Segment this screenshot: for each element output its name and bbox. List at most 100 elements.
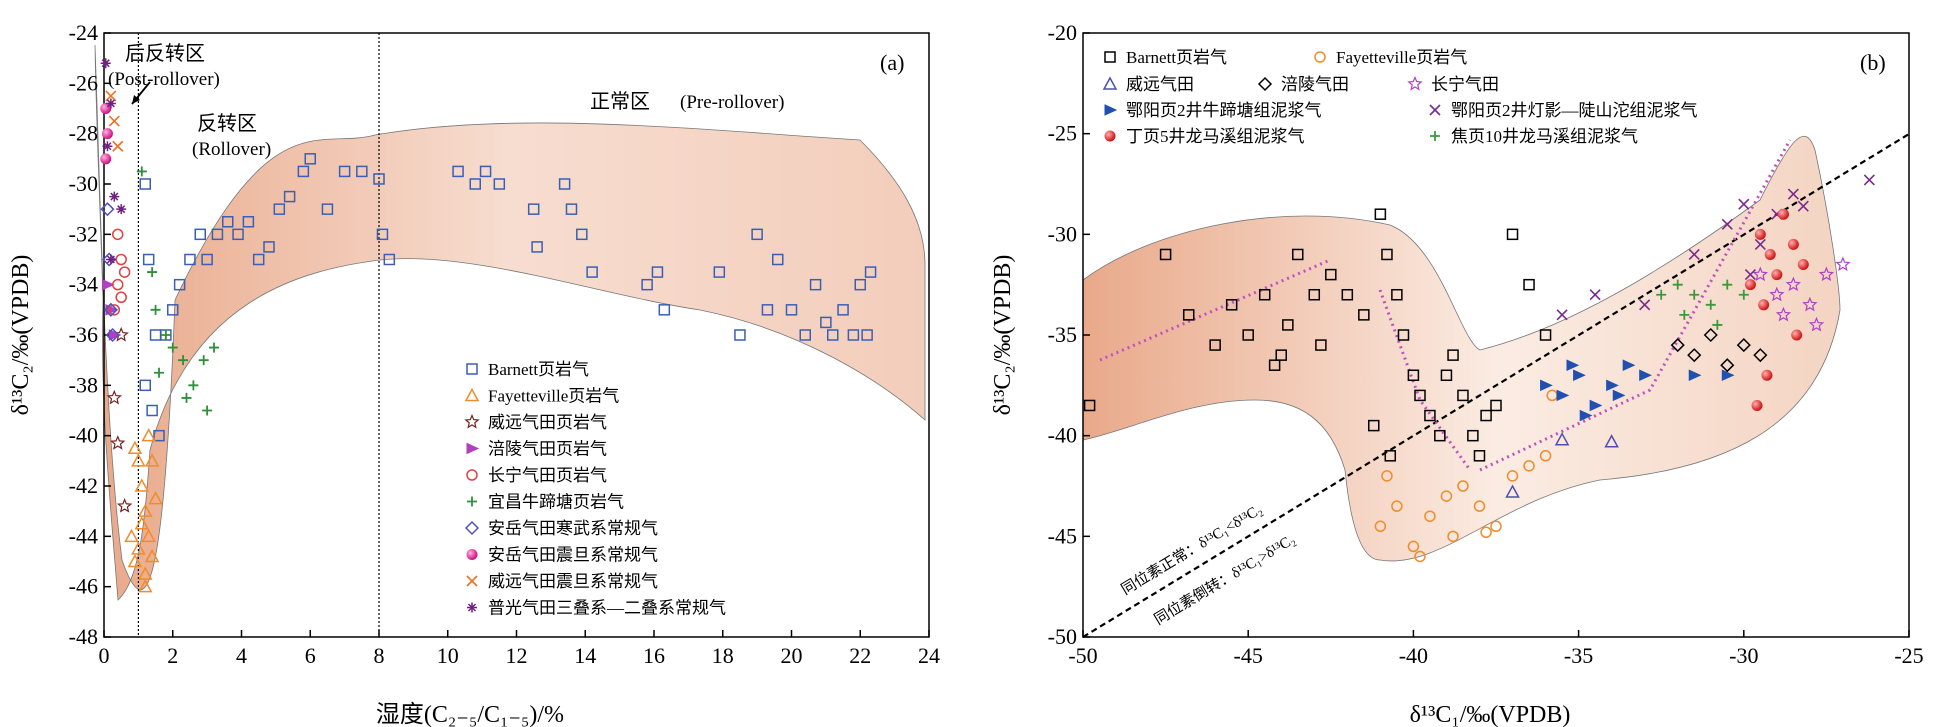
data-point (108, 115, 120, 127)
data-point (847, 329, 860, 341)
data-point (321, 203, 334, 215)
data-point (713, 266, 726, 278)
data-point (108, 329, 122, 341)
data-point (751, 228, 763, 241)
panel-b-trend-3 (1479, 139, 1792, 472)
y-tick-label: -25 (1048, 121, 1077, 146)
data-point (1523, 278, 1535, 291)
data-point (1703, 327, 1718, 343)
data-point (1787, 238, 1799, 250)
data-point (1490, 399, 1502, 412)
data-point (734, 329, 746, 341)
data-point (112, 278, 124, 291)
data-point (105, 98, 116, 109)
data-point (1467, 429, 1479, 442)
data-point (100, 58, 111, 69)
data-point (799, 329, 811, 341)
data-point (1738, 198, 1750, 210)
data-point (1566, 359, 1580, 371)
data-point (861, 329, 873, 341)
legend-marker (1104, 130, 1116, 142)
data-point (785, 304, 798, 316)
data-point (139, 178, 151, 190)
data-point (1622, 359, 1636, 371)
legend-marker (1430, 131, 1440, 141)
data-point (1480, 526, 1492, 539)
data-point (105, 90, 117, 102)
legend-marker (466, 442, 480, 455)
data-point (103, 302, 118, 317)
legend-label: 鄂阳页2井灯影—陡山沱组泥浆气 (1451, 101, 1698, 120)
data-point (1753, 348, 1768, 363)
data-point (1540, 379, 1553, 392)
x-tick-label: 4 (236, 643, 247, 668)
data-point (105, 327, 120, 343)
legend-marker (464, 387, 480, 402)
data-point (772, 253, 784, 266)
data-point (173, 278, 186, 291)
y-tick-label: -40 (1048, 423, 1077, 448)
data-point (1473, 450, 1486, 462)
data-point (1744, 269, 1756, 281)
data-point (116, 498, 133, 513)
data-point (854, 278, 866, 291)
data-point (1835, 256, 1851, 272)
x-tick-label: -45 (1234, 643, 1263, 668)
legend-marker (464, 413, 480, 429)
legend-label: 鄂阳页2井牛蹄塘组泥浆气 (1126, 101, 1322, 120)
data-point (1761, 369, 1773, 381)
x-tick-label: 6 (305, 643, 316, 668)
data-point (131, 453, 146, 467)
legend-label: 焦页10井龙马溪组泥浆气 (1451, 127, 1638, 146)
data-point (108, 304, 121, 316)
data-point (144, 548, 160, 563)
data-point (136, 166, 147, 177)
data-point (131, 541, 146, 555)
data-point (1738, 289, 1749, 300)
data-point (1705, 299, 1716, 310)
zone-post-rollover-label: 后反转区 (125, 42, 205, 65)
data-point (1397, 329, 1410, 341)
data-point (127, 553, 143, 568)
data-point (493, 178, 506, 190)
data-point (1391, 288, 1403, 301)
panel-b-ticks: -50 -45 -40 -35 -30 -25 -20 -25 -30 -35 -40 -45 -50 (1048, 20, 1924, 668)
panel-b-equal-line (1082, 133, 1910, 638)
panel-b-ylabel: δ¹³C₂/‰(VPDB) (990, 255, 1016, 416)
panel-a-points (100, 58, 877, 593)
data-point (1440, 490, 1453, 502)
y-tick-label: -36 (69, 322, 98, 347)
x-tick-label: -30 (1729, 643, 1758, 668)
data-point (1384, 450, 1397, 462)
y-tick-label: -45 (1048, 523, 1077, 548)
data-point (531, 241, 543, 253)
y-tick-label: -50 (1048, 624, 1077, 649)
data-point (827, 329, 839, 341)
legend-label: 长宁气田 (1431, 75, 1499, 94)
data-point (1604, 434, 1619, 448)
x-tick-label: 0 (99, 643, 110, 668)
legend-label: 长宁气田页岩气 (488, 466, 607, 485)
panel-a-xlabel: 湿度(C₂₋₅/C₁₋₅)/% (376, 701, 564, 727)
data-point (1209, 339, 1221, 351)
legend-marker (1257, 76, 1273, 92)
y-tick-label: -40 (69, 423, 98, 448)
data-point (1573, 369, 1586, 382)
data-point (761, 304, 774, 316)
data-point (188, 380, 199, 391)
legend-label: 涪陵气田 (1281, 75, 1349, 94)
data-point (198, 355, 209, 366)
data-point (1523, 460, 1535, 472)
data-point (1225, 299, 1238, 311)
data-point (1688, 248, 1700, 261)
x-tick-label: 2 (167, 643, 178, 668)
data-point (1556, 309, 1568, 321)
x-tick-label: -50 (1068, 643, 1097, 668)
data-point (1434, 429, 1446, 442)
y-tick-label: -48 (69, 624, 98, 649)
legend-marker (466, 363, 478, 375)
data-point (1672, 279, 1683, 290)
panel-b: (b) 同位素正常：δ¹³C₁<δ¹³C₂ 同位素倒转：δ¹³C₁>δ¹³C₂ … (990, 20, 1924, 727)
data-point (1182, 309, 1195, 321)
data-point (101, 128, 113, 140)
